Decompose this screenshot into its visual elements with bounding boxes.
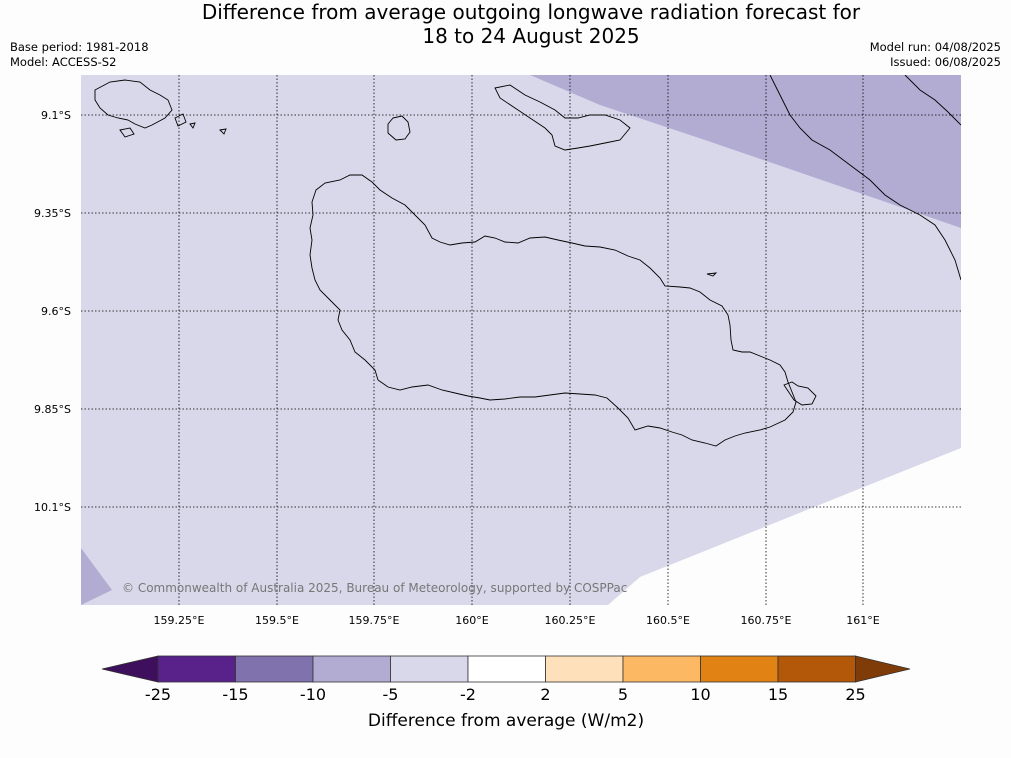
lon-label: 160.25°E [545,614,596,627]
anomaly-region-mid-southwest [81,548,112,605]
lat-label: 9.35°S [34,207,71,220]
coastlines [94,75,961,447]
islands-northwest [94,79,173,129]
colorbar-bin [700,655,779,683]
coast-northeast-inner [904,75,961,126]
colorbar-bin [235,655,314,683]
island-round-north [387,115,411,141]
map-area [81,75,961,605]
colorbar-bin [312,655,391,683]
colorbar-bin [157,655,236,683]
colorbar-title: Difference from average (W/m2) [368,711,644,731]
island-small-east [783,381,817,406]
model-name: Model: ACCESS-S2 [10,55,117,69]
colorbar-tick: -25 [145,685,171,704]
colorbar-tick: 2 [540,685,550,704]
islet-east [706,272,718,277]
colorbar-tick: 15 [768,685,788,704]
islet-northwest-4 [219,128,227,135]
title-line-1: Difference from average outgoing longwav… [201,0,861,24]
lat-label: 9.85°S [34,403,71,416]
lat-labels: 9.1°S 9.35°S 9.6°S 9.85°S 10.1°S [34,109,71,514]
colorbar-bin [467,655,546,683]
islet-northwest-1 [119,127,135,138]
coast-northeast [769,75,961,281]
colorbar-bin [545,655,624,683]
colorbar-extend-max [855,655,911,683]
lon-label: 160°E [455,614,488,627]
lon-label: 160.5°E [646,614,690,627]
anomaly-region-mid-northeast [530,75,961,228]
colorbar [101,655,911,683]
anomaly-region-light [81,75,961,605]
colorbar-tick: -2 [460,685,476,704]
chart-title: Difference from average outgoing longwav… [0,0,1011,48]
islet-northwest-3 [189,122,196,129]
gridlines [81,75,961,605]
lat-label: 10.1°S [34,501,71,514]
lon-label: 159.75°E [349,614,400,627]
copyright-text: © Commonwealth of Australia 2025, Bureau… [122,581,627,595]
colorbar-tick: 5 [618,685,628,704]
model-run: Model run: 04/08/2025 [869,40,1001,54]
meta-left: Base period: 1981-2018 Model: ACCESS-S2 [10,40,149,70]
lat-label: 9.1°S [41,109,71,122]
colorbar-extend-min [101,655,159,683]
colorbar-bin [622,655,701,683]
lon-label: 159.5°E [255,614,299,627]
colorbar-tick: -15 [222,685,248,704]
lon-label: 159.25°E [154,614,205,627]
colorbar-tick: 10 [690,685,710,704]
lon-label: 160.75°E [741,614,792,627]
lon-labels: 159.25°E 159.5°E 159.75°E 160°E 160.25°E… [154,614,880,627]
colorbar-bin [390,655,469,683]
islands-north-central [494,84,631,151]
base-period: Base period: 1981-2018 [10,40,149,54]
colorbar-tick: 25 [845,685,865,704]
meta-right: Model run: 04/08/2025 Issued: 06/08/2025 [870,40,1001,70]
colorbar-tick: -10 [300,685,326,704]
lon-label: 161°E [846,614,879,627]
colorbar-ticks: -25 -15 -10 -5 -2 2 5 10 15 25 [145,685,866,704]
colorbar-tick: -5 [383,685,399,704]
title-line-2: 18 to 24 August 2025 [422,24,640,48]
island-main-coastline [309,174,797,447]
lat-label: 9.6°S [41,305,71,318]
issued-date: Issued: 06/08/2025 [890,55,1001,69]
colorbar-bin [777,655,856,683]
